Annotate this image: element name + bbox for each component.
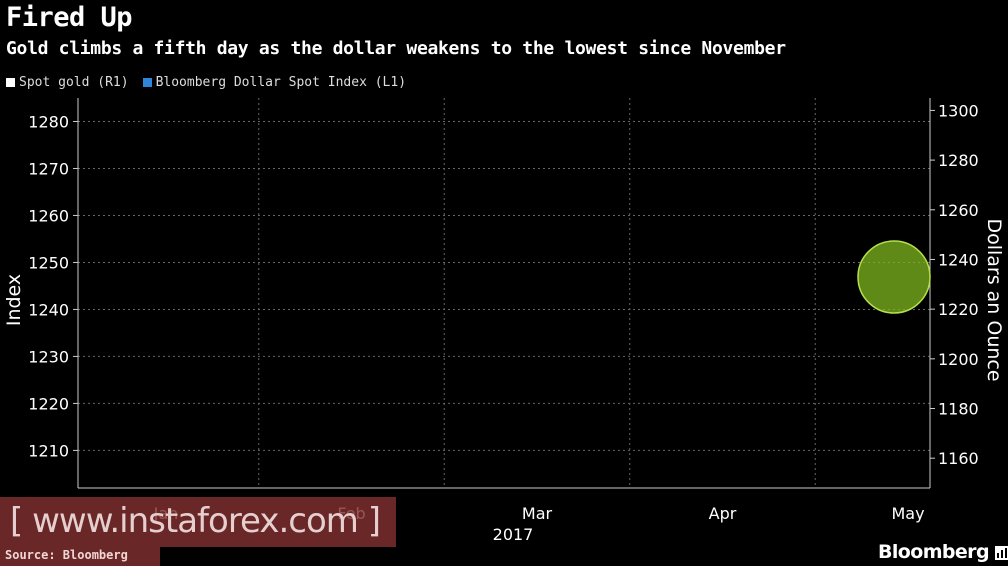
left-axis-label: Index [3, 274, 25, 326]
chart-subtitle: Gold climbs a fifth day as the dollar we… [6, 38, 786, 59]
watermark-text: [ www.instaforex.com ] [10, 501, 381, 541]
right-tick-label: 1220 [938, 300, 979, 319]
axes [77, 98, 931, 489]
source-band: Source: Bloomberg [0, 547, 160, 566]
right-tick-label: 1260 [938, 201, 979, 220]
left-tick-label: 1220 [28, 394, 69, 413]
left-tick-label: 1260 [28, 206, 69, 225]
highlight-circle [857, 240, 931, 314]
left-tick-label: 1240 [28, 300, 69, 319]
left-tick-label: 1280 [28, 112, 69, 131]
legend-label-dollar: Bloomberg Dollar Spot Index (L1) [155, 75, 407, 90]
left-tick-label: 1250 [28, 253, 69, 272]
right-axis-ticks: 1160 1180 1200 1220 1240 1260 1280 1300 [930, 101, 979, 468]
gridlines [78, 98, 930, 488]
x-tick-label: May [891, 504, 924, 523]
right-tick-label: 1180 [938, 400, 979, 419]
chart-title: Fired Up [6, 2, 133, 33]
legend-item-gold: Spot gold (R1) [6, 75, 129, 90]
source-text: Source: Bloomberg [5, 548, 128, 562]
legend-item-dollar: Bloomberg Dollar Spot Index (L1) [142, 75, 407, 90]
x-tick-label: Mar [522, 504, 553, 523]
x-tick-label: Apr [709, 504, 737, 523]
right-tick-label: 1280 [938, 151, 979, 170]
legend-swatch-dollar [142, 78, 152, 87]
left-tick-label: 1210 [28, 441, 69, 460]
right-tick-label: 1240 [938, 250, 979, 269]
left-tick-label: 1230 [28, 347, 69, 366]
legend-label-gold: Spot gold (R1) [19, 75, 129, 90]
brand-name: Bloomberg [878, 541, 990, 563]
left-tick-label: 1270 [28, 159, 69, 178]
bars-icon [994, 546, 1008, 560]
watermark-band: [ www.instaforex.com ] [0, 497, 396, 547]
right-tick-label: 1300 [938, 101, 979, 120]
legend: Spot gold (R1) Bloomberg Dollar Spot Ind… [6, 75, 420, 90]
year-label: 2017 [493, 525, 534, 544]
left-axis-ticks: 1210 1220 1230 1240 1250 1260 1270 1280 [28, 112, 78, 460]
right-tick-label: 1160 [938, 449, 979, 468]
legend-swatch-gold [6, 78, 15, 87]
brand: Bloomberg [878, 541, 1008, 563]
right-tick-label: 1200 [938, 350, 979, 369]
right-axis-label: Dollars an Ounce [983, 218, 1005, 381]
